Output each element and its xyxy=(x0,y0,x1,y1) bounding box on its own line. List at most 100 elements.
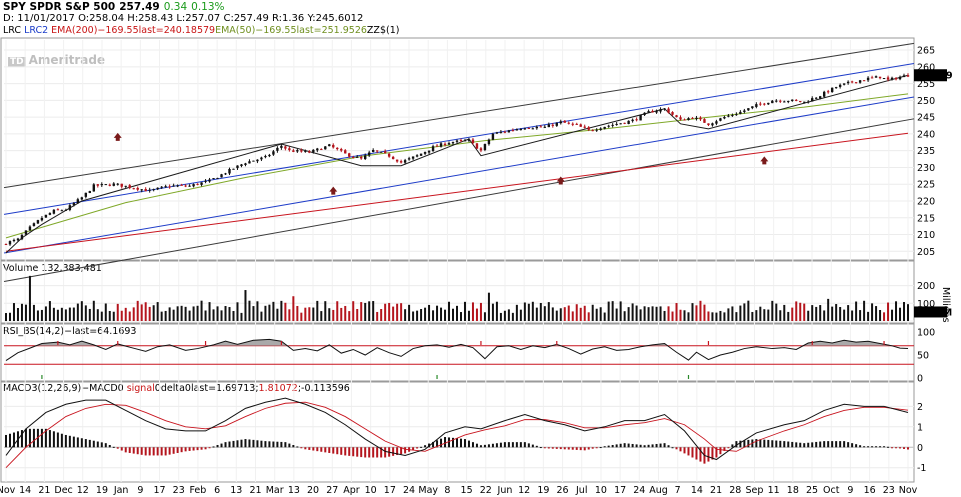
study-lrc2[interactable]: LRC2 xyxy=(24,25,49,36)
macd-histogram-bar xyxy=(491,443,494,448)
candle-body xyxy=(52,209,56,214)
volume-bar xyxy=(595,308,598,321)
macd-histogram-bar xyxy=(471,442,474,448)
macd-histogram-bar xyxy=(755,439,758,448)
macd-histogram-bar xyxy=(859,445,862,448)
price-candle xyxy=(60,209,64,212)
candle-body xyxy=(352,157,355,159)
volume-bar xyxy=(775,303,778,321)
study-zigzag[interactable]: ZZ$(1) xyxy=(366,25,400,36)
macd-histogram-bar xyxy=(396,447,399,456)
candle-body xyxy=(336,147,339,150)
price-candle xyxy=(415,154,419,158)
macd-histogram-bar xyxy=(32,428,35,448)
macd-histogram-bar xyxy=(671,447,674,449)
study-ema50[interactable]: EMA(50)−169.55last=251.9526 xyxy=(215,25,367,36)
volume-bar xyxy=(571,311,574,321)
volume-bar xyxy=(256,301,259,321)
candle-body xyxy=(703,119,706,123)
price-candle xyxy=(92,183,96,192)
candle-body xyxy=(483,143,487,151)
volume-bar xyxy=(328,308,331,321)
macd-histogram-bar xyxy=(244,439,247,448)
macd-histogram-bar xyxy=(687,447,690,456)
candle-body xyxy=(148,189,151,191)
volume-bar xyxy=(667,306,670,321)
volume-bar xyxy=(907,304,910,321)
macd-histogram-bar xyxy=(116,447,119,449)
price-candle xyxy=(691,117,694,119)
volume-bar xyxy=(731,306,734,321)
study-lrc[interactable]: LRC xyxy=(3,25,22,36)
candle-body xyxy=(236,165,239,169)
price-candle xyxy=(200,182,203,187)
macd-histogram-bar xyxy=(268,441,271,448)
volume-bar xyxy=(695,305,698,321)
candle-body xyxy=(60,210,64,212)
macd-histogram-bar xyxy=(356,447,359,457)
macd-histogram-bar xyxy=(416,447,419,449)
candle-body xyxy=(803,101,806,103)
study-legend: LRC LRC2 EMA(200)−169.55last=240.18579EMA(… xyxy=(3,25,403,37)
price-candle xyxy=(260,156,263,162)
macd-histogram-bar xyxy=(523,442,526,448)
volume-bar xyxy=(531,301,534,321)
macd-histogram-bar xyxy=(452,437,455,448)
macd-histogram-bar xyxy=(487,444,490,448)
price-candle xyxy=(24,230,28,236)
x-tick-label: 12 xyxy=(518,485,530,496)
ema200-line xyxy=(5,132,909,252)
candle-body xyxy=(475,143,479,149)
candle-body xyxy=(822,91,826,97)
price-candle xyxy=(12,238,16,243)
macd-histogram-bar xyxy=(743,440,746,448)
price-y-tick: 205 xyxy=(917,247,935,258)
candle-body xyxy=(467,139,471,141)
volume-bar xyxy=(499,312,502,321)
study-ema200[interactable]: EMA(200)−169.55last=240.18579 xyxy=(51,25,216,36)
last-price: 257.49 xyxy=(119,1,160,13)
candle-body xyxy=(759,103,762,105)
candle-body xyxy=(12,239,16,242)
volume-bar xyxy=(575,304,578,321)
macd-histogram-bar xyxy=(675,447,678,450)
volume-bar xyxy=(875,306,878,321)
price-candle xyxy=(320,148,323,151)
price-candle xyxy=(551,123,554,128)
candle-body xyxy=(200,182,203,185)
price-candle xyxy=(340,147,343,153)
rsi-y-tick: 0 xyxy=(917,374,923,385)
price-candle xyxy=(216,177,219,179)
candle-body xyxy=(531,128,535,130)
candle-body xyxy=(850,81,854,83)
volume-bar xyxy=(400,303,403,321)
macd-histogram-bar xyxy=(56,432,59,448)
price-candle xyxy=(471,137,475,145)
macd-histogram-bar xyxy=(224,442,227,448)
volume-bar xyxy=(280,300,283,321)
candle-body xyxy=(623,122,626,124)
candle-body xyxy=(635,119,638,121)
volume-bar xyxy=(791,307,794,321)
candle-body xyxy=(316,148,319,151)
volume-bar xyxy=(20,303,23,321)
macd-histogram-bar xyxy=(236,440,239,448)
macd-histogram-bar xyxy=(571,447,574,450)
price-candle xyxy=(232,168,235,170)
candle-body xyxy=(711,123,714,126)
volume-bar xyxy=(883,312,886,321)
candle-body xyxy=(308,151,311,153)
macd-delta-zero: 0 xyxy=(154,383,161,394)
volume-bar xyxy=(272,301,275,321)
price-candle xyxy=(463,138,467,142)
macd-histogram-bar xyxy=(759,439,762,448)
last-price-tag xyxy=(914,69,947,82)
macd-histogram-bar xyxy=(723,447,726,451)
candle-body xyxy=(300,150,303,152)
price-candle xyxy=(886,75,890,82)
volume-bar xyxy=(903,302,906,321)
price-candle xyxy=(635,117,638,122)
candle-body xyxy=(284,146,287,149)
candle-body xyxy=(583,126,586,128)
